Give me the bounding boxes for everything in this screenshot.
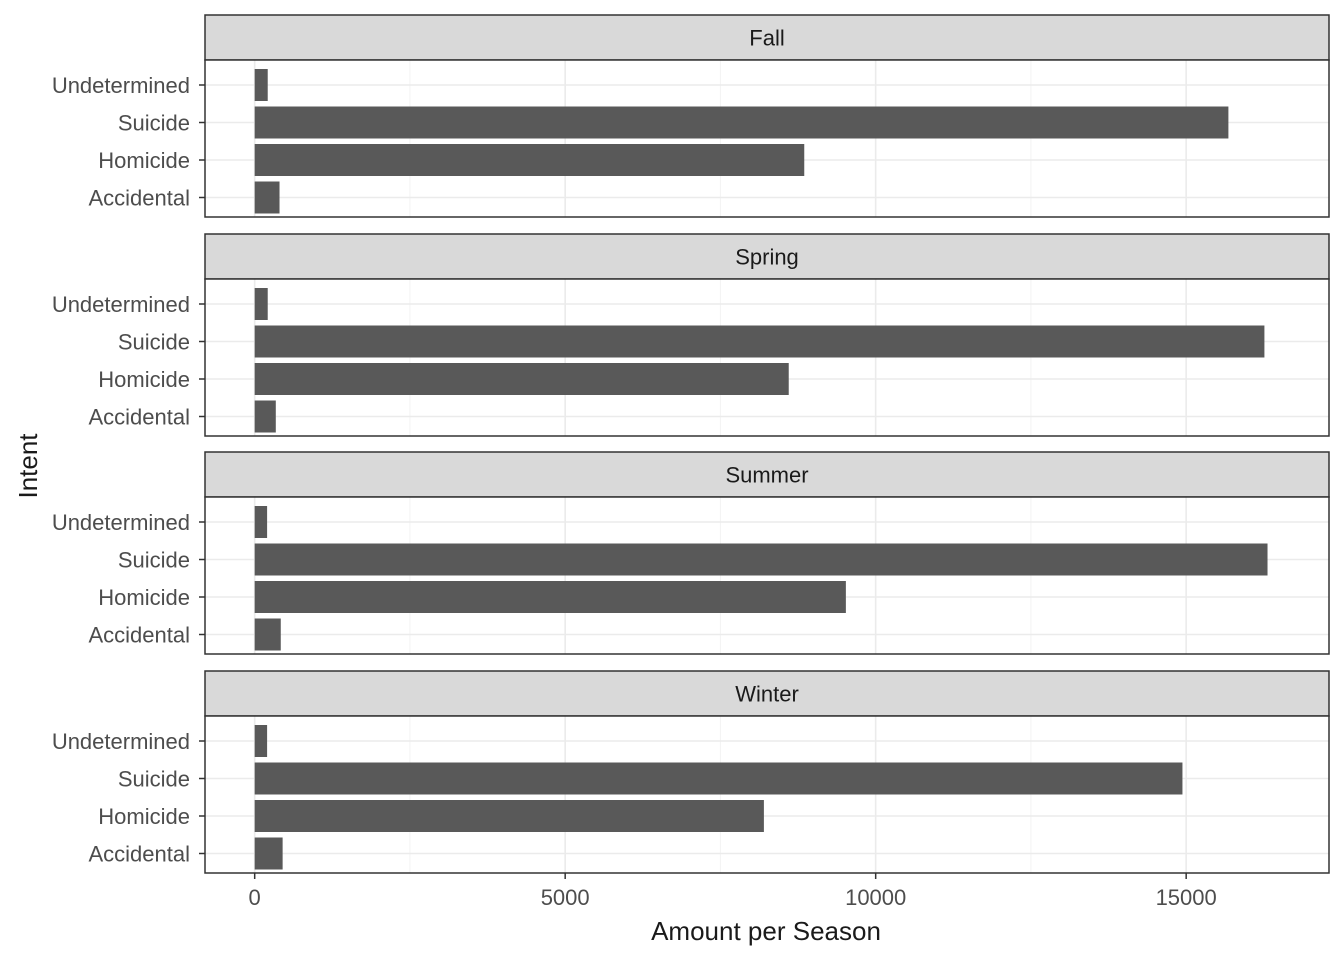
y-tick-label: Accidental bbox=[88, 186, 190, 211]
bar-winter-suicide bbox=[254, 762, 1183, 795]
y-tick-label: Suicide bbox=[118, 548, 190, 573]
facet-strip bbox=[204, 451, 1330, 498]
bar-summer-accidental bbox=[254, 618, 281, 651]
bar-spring-suicide bbox=[254, 325, 1265, 358]
facet-strip-label: Winter bbox=[735, 682, 799, 707]
y-tick-label: Undetermined bbox=[52, 729, 190, 754]
facet-strip bbox=[204, 14, 1330, 61]
y-tick-label: Accidental bbox=[88, 405, 190, 430]
bar-spring-accidental bbox=[254, 400, 276, 433]
facet-strip bbox=[204, 233, 1330, 280]
y-tick-label: Undetermined bbox=[52, 73, 190, 98]
y-tick-label: Suicide bbox=[118, 111, 190, 136]
panel-border bbox=[204, 496, 1330, 655]
bar-winter-accidental bbox=[254, 837, 283, 870]
y-axis-title: Intent bbox=[13, 433, 43, 499]
facet-panel-winter: Winter Undetermined Suicide Homicide Acciden… bbox=[52, 670, 1330, 874]
panel-border bbox=[204, 715, 1330, 874]
y-tick-label: Homicide bbox=[98, 804, 190, 829]
bar-summer-homicide bbox=[254, 581, 846, 613]
facet-strip bbox=[204, 670, 1330, 717]
y-tick-label: Undetermined bbox=[52, 510, 190, 535]
bar-summer-undetermined bbox=[254, 506, 268, 538]
x-tick-label: 5000 bbox=[541, 885, 590, 910]
panel-border bbox=[204, 59, 1330, 218]
facet-panel-summer: Summer Undetermined Suicide Homicide Acciden… bbox=[52, 451, 1330, 655]
bar-spring-undetermined bbox=[254, 288, 268, 320]
y-tick-label: Undetermined bbox=[52, 292, 190, 317]
bar-winter-undetermined bbox=[254, 725, 268, 757]
facet-panel-fall: Fall Undetermined Suicide Homicide Accidenta… bbox=[52, 14, 1330, 218]
y-tick-label: Homicide bbox=[98, 585, 190, 610]
bar-fall-homicide bbox=[254, 144, 805, 176]
facet-strip-label: Summer bbox=[725, 463, 808, 488]
bar-summer-suicide bbox=[254, 543, 1268, 576]
y-tick-label: Homicide bbox=[98, 148, 190, 173]
bar-fall-accidental bbox=[254, 181, 280, 214]
bar-spring-homicide bbox=[254, 363, 789, 395]
y-tick-label: Accidental bbox=[88, 842, 190, 867]
facet-strip-label: Spring bbox=[735, 245, 799, 270]
y-tick-label: Suicide bbox=[118, 767, 190, 792]
bar-fall-suicide bbox=[254, 106, 1229, 139]
y-tick-label: Suicide bbox=[118, 330, 190, 355]
panels-layer: Fall Undetermined Suicide Homicide Accidenta… bbox=[52, 14, 1330, 874]
facet-panel-spring: Spring Undetermined Suicide Homicide Acciden… bbox=[52, 233, 1330, 437]
panel-border bbox=[204, 278, 1330, 437]
facet-strip-label: Fall bbox=[749, 26, 784, 51]
bar-fall-undetermined bbox=[254, 69, 268, 101]
x-tick-label: 10000 bbox=[845, 885, 906, 910]
bar-winter-homicide bbox=[254, 800, 764, 832]
x-axis: 0 5000 10000 15000 bbox=[249, 873, 1217, 910]
y-tick-label: Homicide bbox=[98, 367, 190, 392]
y-tick-label: Accidental bbox=[88, 623, 190, 648]
x-axis-title: Amount per Season bbox=[651, 916, 881, 946]
x-tick-label: 0 bbox=[249, 885, 261, 910]
x-tick-label: 15000 bbox=[1156, 885, 1217, 910]
